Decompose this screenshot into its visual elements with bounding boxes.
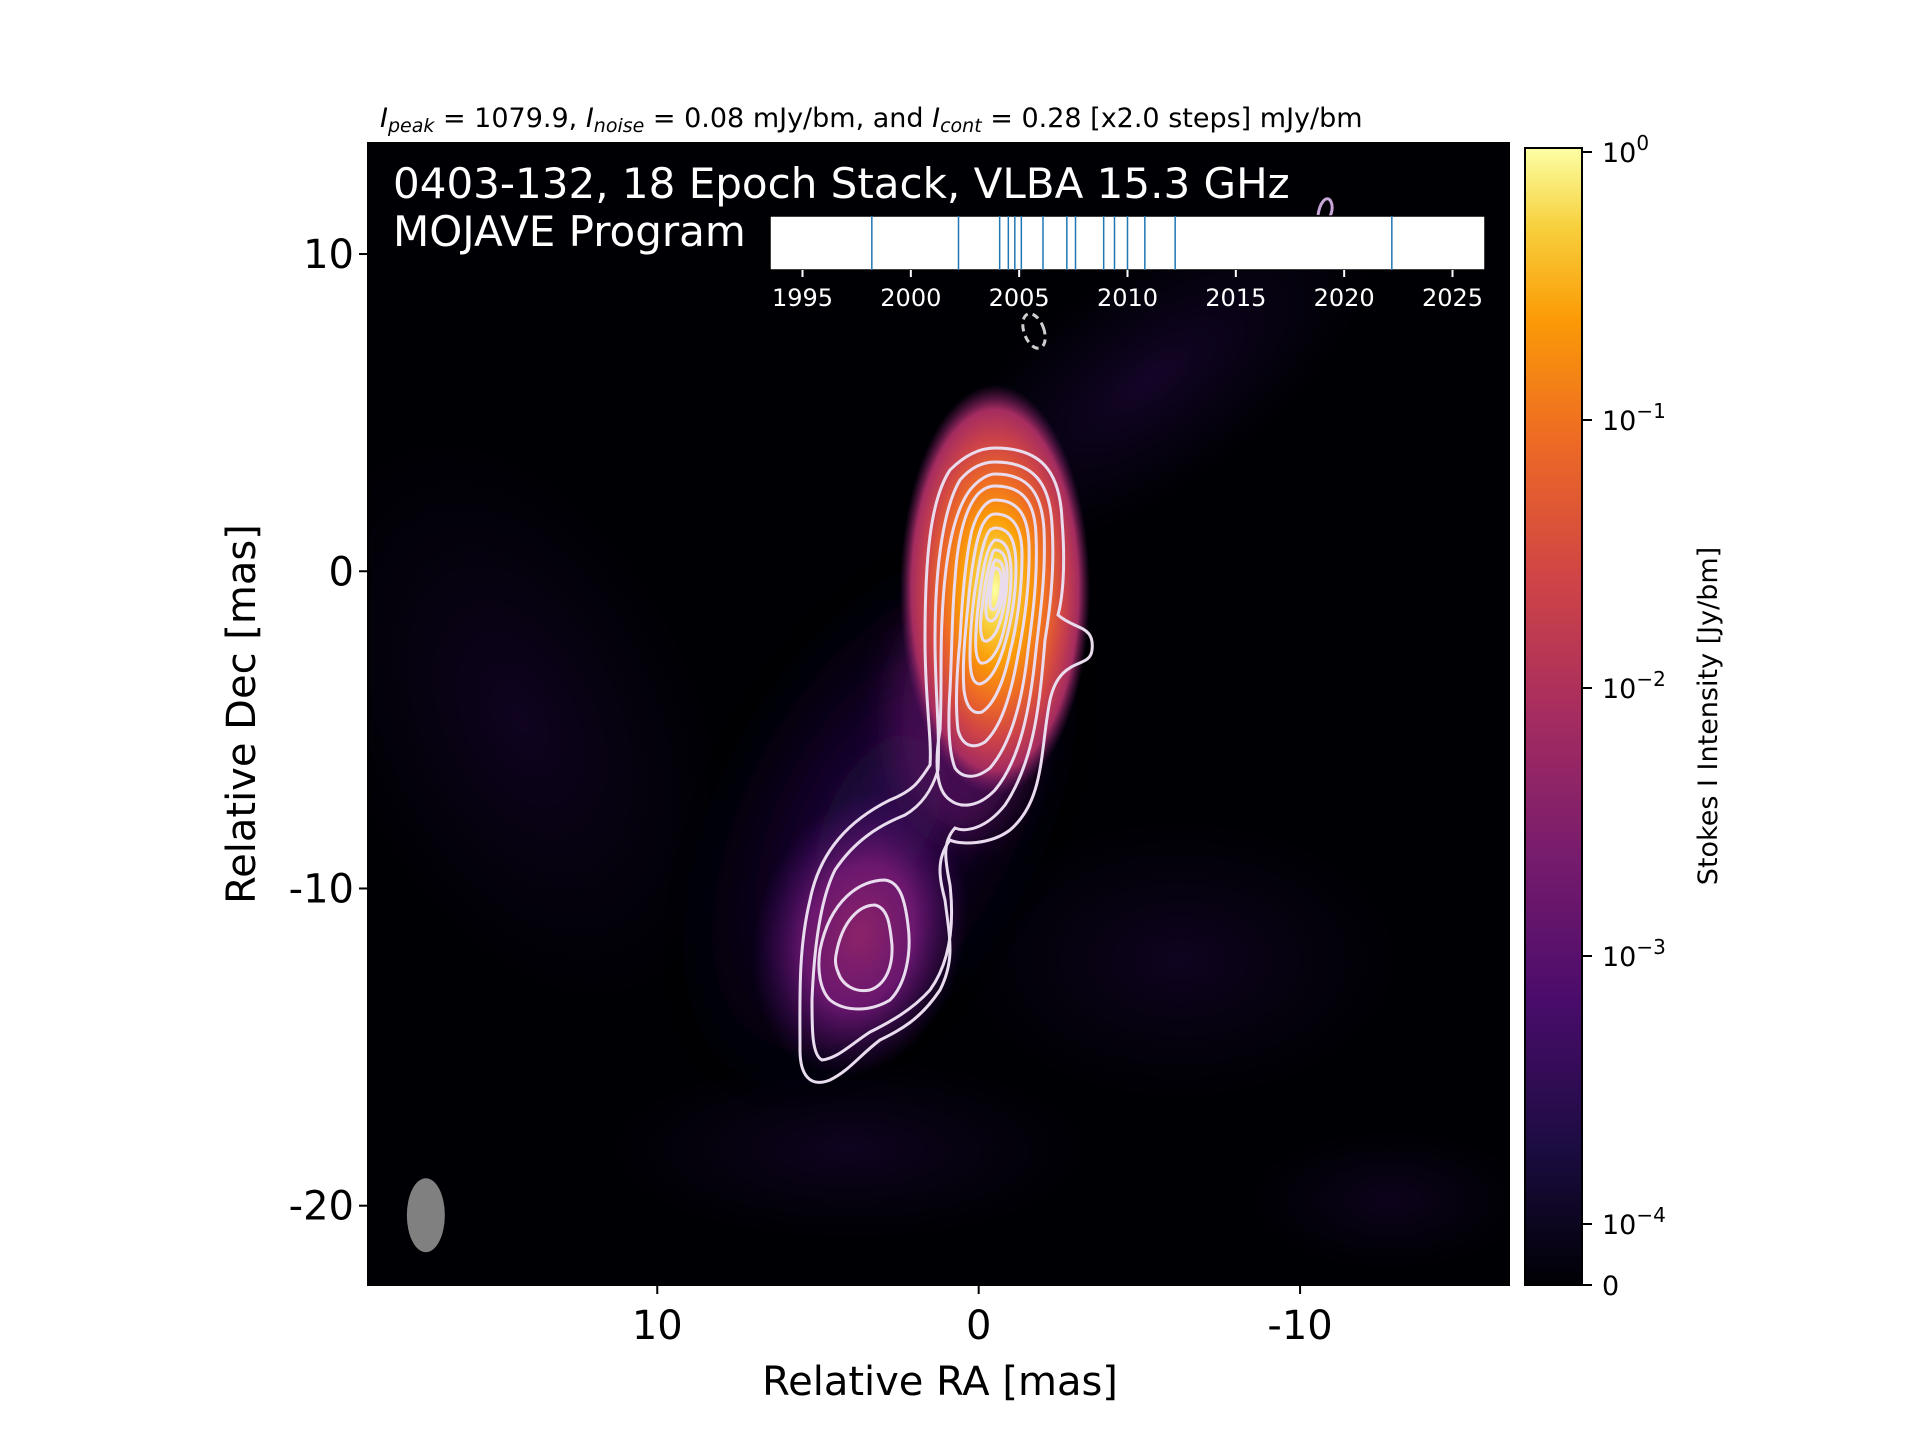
epoch-tick-label: 2020: [1314, 284, 1375, 312]
epoch-tick-label: 2025: [1422, 284, 1483, 312]
title-noise-symbol: I: [586, 103, 594, 134]
epoch-tick-label: 2000: [880, 284, 941, 312]
x-tick-label: 10: [632, 1303, 683, 1349]
title-peak-value: = 1079.9,: [434, 103, 585, 134]
contour-4: [947, 484, 1038, 778]
colorbar-tick-label: 10−1: [1602, 399, 1666, 437]
contour-11: [988, 566, 1003, 612]
contour-8: [974, 538, 1013, 665]
colorbar-gradient: [1525, 148, 1582, 1285]
x-tick-label: -10: [1267, 1303, 1332, 1349]
y-tick-label: 0: [329, 549, 354, 595]
epoch-lines: [871, 216, 1393, 270]
epoch-tick-label: 2015: [1205, 284, 1266, 312]
overlay-title-line-1: 0403-132, 18 Epoch Stack, VLBA 15.3 GHz: [393, 159, 1290, 208]
epoch-tick-label: 2010: [1097, 284, 1158, 312]
title-peak-symbol: I: [380, 103, 388, 134]
title-cont-sub: cont: [940, 115, 983, 137]
colorbar-tick-label: 100: [1602, 131, 1649, 169]
image-frame: [367, 142, 1510, 1286]
contour-set: [798, 197, 1334, 1084]
contour-6: [961, 512, 1024, 715]
contour-blob-1: [817, 878, 911, 1011]
y-tick-label: -20: [289, 1184, 354, 1230]
contour-edge-small: [1316, 197, 1334, 221]
title-noise-value: = 0.08 mJy/bm, and: [644, 103, 932, 134]
contour-blob-2: [833, 903, 894, 993]
colorbar-label: Stokes I Intensity [Jy/bm]: [1693, 547, 1724, 885]
y-tick-label: 10: [303, 232, 354, 278]
x-tick-label: 0: [966, 1303, 991, 1349]
beam-ellipse: [406, 1178, 445, 1253]
image-panel: 0403-132, 18 Epoch Stack, VLBA 15.3 GHz …: [367, 142, 1510, 1286]
title-peak-sub: peak: [387, 115, 435, 137]
colorbar-ticks: 100 10−1 10−2 10−3 10−4 0: [1582, 131, 1666, 1302]
epoch-tick-label: 1995: [772, 284, 833, 312]
y-axis-label: Relative Dec [mas]: [219, 524, 265, 904]
contour-3: [935, 472, 1046, 807]
colorbar-frame: [1524, 147, 1583, 1286]
contour-7: [968, 526, 1018, 686]
title-cont-value: = 0.28 [x2.0 steps] mJy/bm: [982, 103, 1363, 134]
overlay-title-line-2: MOJAVE Program: [393, 207, 746, 256]
colorbar-tick-label: 10−4: [1602, 1203, 1666, 1241]
contour-9: [979, 548, 1009, 643]
epoch-tick-label: 2005: [989, 284, 1050, 312]
colorbar: 100 10−1 10−2 10−3 10−4 0 Stokes I Intensity …: [1524, 131, 1724, 1302]
contour-negative: [1021, 312, 1047, 350]
colorbar-tick-label: 10−2: [1602, 667, 1666, 705]
colorbar-tick-label: 10−3: [1602, 935, 1666, 973]
title-noise-sub: noise: [594, 115, 645, 137]
contour-outer: [798, 446, 1094, 1084]
y-axis-ticks: 10 0 -10 -20: [289, 232, 368, 1230]
x-axis-label: Relative RA [mas]: [762, 1359, 1118, 1405]
contour-2: [810, 460, 1055, 1062]
chart-title: Ipeak = 1079.9, Inoise = 0.08 mJy/bm, an…: [380, 103, 1363, 137]
contour-10: [984, 558, 1006, 623]
y-tick-label: -10: [289, 866, 354, 912]
contour-5: [955, 498, 1031, 748]
title-cont-symbol: I: [932, 103, 940, 134]
x-axis-ticks: 10 0 -10: [632, 1285, 1333, 1349]
epoch-inset-ticks: 1995 2000 2005 2010 2015 2020 2025: [772, 270, 1483, 312]
epoch-inset: 1995 2000 2005 2010 2015 2020 2025: [769, 215, 1486, 312]
colorbar-tick-label: 0: [1602, 1271, 1619, 1302]
